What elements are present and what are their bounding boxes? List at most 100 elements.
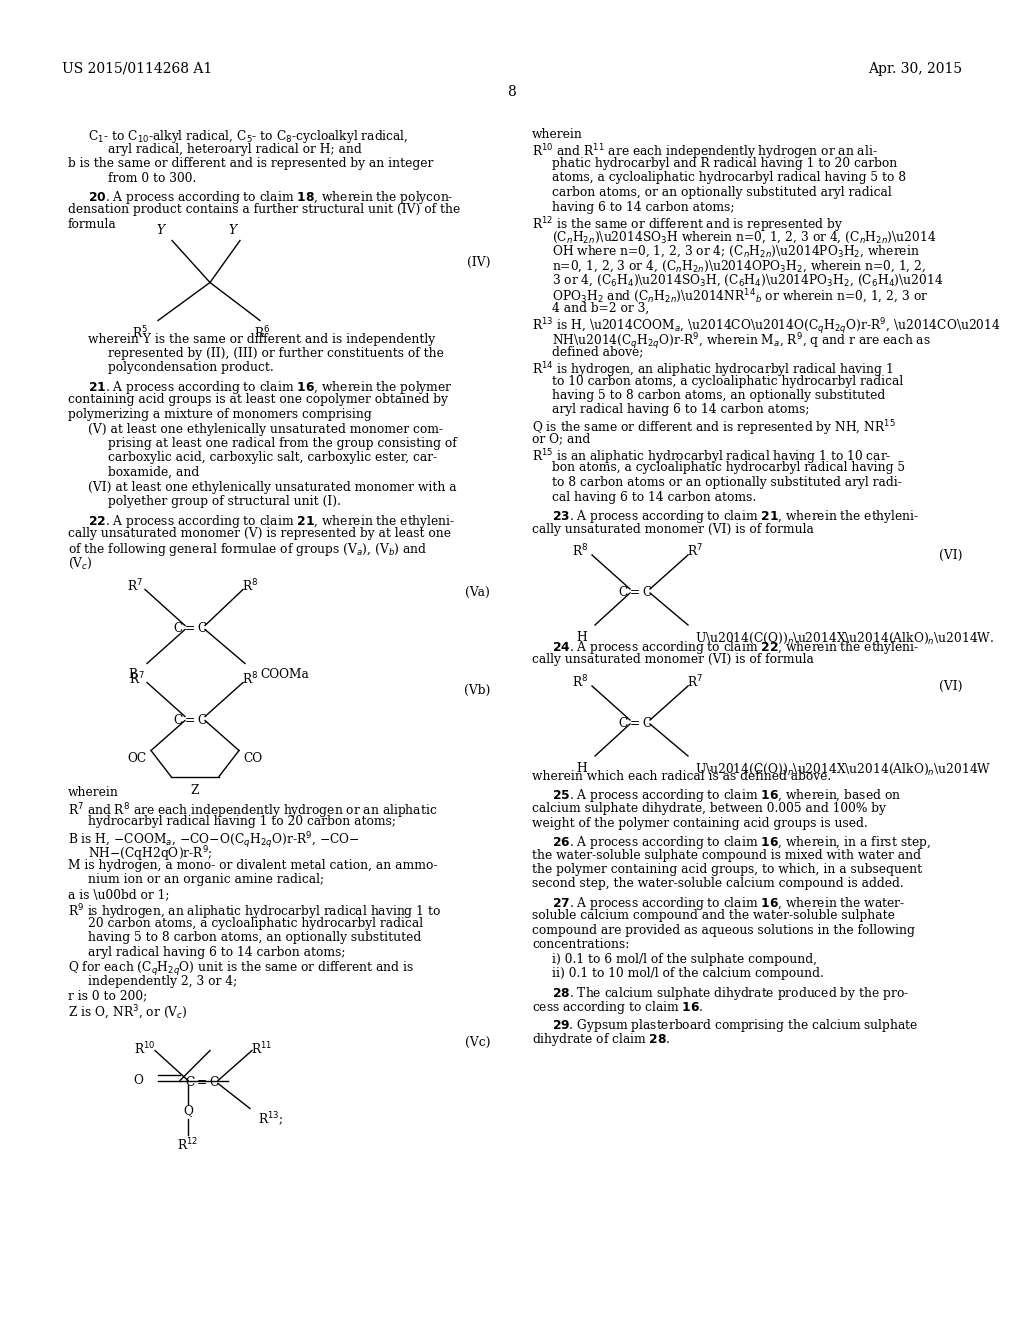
Text: cally unsaturated monomer (VI) is of formula: cally unsaturated monomer (VI) is of for… xyxy=(532,653,814,667)
Text: OC: OC xyxy=(127,752,146,766)
Text: soluble calcium compound and the water-soluble sulphate: soluble calcium compound and the water-s… xyxy=(532,909,895,923)
Text: $\mathbf{25}$. A process according to claim $\mathbf{16}$, wherein, based on: $\mathbf{25}$. A process according to cl… xyxy=(552,788,901,804)
Text: or O; and: or O; and xyxy=(532,433,590,446)
Text: 8: 8 xyxy=(508,84,516,99)
Text: containing acid groups is at least one copolymer obtained by: containing acid groups is at least one c… xyxy=(68,393,447,407)
Text: R$^7$: R$^7$ xyxy=(687,543,703,560)
Text: C$=$C: C$=$C xyxy=(172,622,208,635)
Text: R$^7$: R$^7$ xyxy=(687,675,703,690)
Text: $\mathbf{20}$. A process according to claim $\mathbf{18}$, wherein the polycon-: $\mathbf{20}$. A process according to cl… xyxy=(88,189,454,206)
Text: formula: formula xyxy=(68,218,117,231)
Text: polymerizing a mixture of monomers comprising: polymerizing a mixture of monomers compr… xyxy=(68,408,372,421)
Text: R$^8$: R$^8$ xyxy=(242,578,258,594)
Text: (VI) at least one ethylenically unsaturated monomer with a: (VI) at least one ethylenically unsatura… xyxy=(88,480,457,494)
Text: second step, the water-soluble calcium compound is added.: second step, the water-soluble calcium c… xyxy=(532,878,904,891)
Text: R$^{14}$ is hydrogen, an aliphatic hydrocarbyl radical having 1: R$^{14}$ is hydrogen, an aliphatic hydro… xyxy=(532,360,893,380)
Text: C$=$C: C$=$C xyxy=(172,713,208,726)
Text: boxamide, and: boxamide, and xyxy=(108,466,200,479)
Text: i) 0.1 to 6 mol/l of the sulphate compound,: i) 0.1 to 6 mol/l of the sulphate compou… xyxy=(552,953,817,966)
Text: R$^{12}$: R$^{12}$ xyxy=(177,1137,199,1154)
Text: n=0, 1, 2, 3 or 4, (C$_n$H$_{2n}$)\u2014OPO$_3$H$_2$, wherein n=0, 1, 2,: n=0, 1, 2, 3 or 4, (C$_n$H$_{2n}$)\u2014… xyxy=(552,259,926,275)
Text: aryl radical having 6 to 14 carbon atoms;: aryl radical having 6 to 14 carbon atoms… xyxy=(552,404,810,417)
Text: Y: Y xyxy=(156,224,164,238)
Text: $\mathbf{23}$. A process according to claim $\mathbf{21}$, wherein the ethyleni-: $\mathbf{23}$. A process according to cl… xyxy=(552,508,920,525)
Text: wherein: wherein xyxy=(68,787,119,800)
Text: U\u2014(C(O))$_n$\u2014X\u2014(AlkO)$_n$\u2014W: U\u2014(C(O))$_n$\u2014X\u2014(AlkO)$_n$… xyxy=(695,762,991,777)
Text: cally unsaturated monomer (VI) is of formula: cally unsaturated monomer (VI) is of for… xyxy=(532,523,814,536)
Text: represented by (II), (III) or further constituents of the: represented by (II), (III) or further co… xyxy=(108,347,443,360)
Text: Z: Z xyxy=(190,784,200,797)
Text: aryl radical having 6 to 14 carbon atoms;: aryl radical having 6 to 14 carbon atoms… xyxy=(88,946,345,960)
Text: C$=$C: C$=$C xyxy=(184,1074,219,1089)
Text: hydrocarbyl radical having 1 to 20 carbon atoms;: hydrocarbyl radical having 1 to 20 carbo… xyxy=(88,816,396,829)
Text: B: B xyxy=(128,668,137,681)
Text: Q is the same or different and is represented by NH, NR$^{15}$: Q is the same or different and is repres… xyxy=(532,418,896,438)
Text: wherein: wherein xyxy=(532,128,583,141)
Text: defined above;: defined above; xyxy=(552,346,643,359)
Text: nium ion or an organic amine radical;: nium ion or an organic amine radical; xyxy=(88,874,325,887)
Text: b is the same or different and is represented by an integer: b is the same or different and is repres… xyxy=(68,157,433,170)
Text: (IV): (IV) xyxy=(467,256,490,268)
Text: $\mathbf{22}$. A process according to claim $\mathbf{21}$, wherein the ethyleni-: $\mathbf{22}$. A process according to cl… xyxy=(88,512,456,529)
Text: R$^{12}$ is the same or different and is represented by: R$^{12}$ is the same or different and is… xyxy=(532,215,843,235)
Text: aryl radical, heteroaryl radical or H; and: aryl radical, heteroaryl radical or H; a… xyxy=(108,143,361,156)
Text: polyether group of structural unit (I).: polyether group of structural unit (I). xyxy=(108,495,341,508)
Text: NH$-$(CqH2qO)r-R$^9$;: NH$-$(CqH2qO)r-R$^9$; xyxy=(88,845,213,865)
Text: from 0 to 300.: from 0 to 300. xyxy=(108,172,197,185)
Text: Q for each (C$_q$H$_{2q}$O) unit is the same or different and is: Q for each (C$_q$H$_{2q}$O) unit is the … xyxy=(68,961,414,978)
Text: O: O xyxy=(133,1073,143,1086)
Text: (C$_n$H$_{2n}$)\u2014SO$_3$H wherein n=0, 1, 2, 3 or 4, (C$_n$H$_{2n}$)\u2014: (C$_n$H$_{2n}$)\u2014SO$_3$H wherein n=0… xyxy=(552,230,936,246)
Text: cess according to claim $\mathbf{16}$.: cess according to claim $\mathbf{16}$. xyxy=(532,999,703,1016)
Text: compound are provided as aqueous solutions in the following: compound are provided as aqueous solutio… xyxy=(532,924,914,937)
Text: R$^9$ is hydrogen, an aliphatic hydrocarbyl radical having 1 to: R$^9$ is hydrogen, an aliphatic hydrocar… xyxy=(68,903,441,923)
Text: C$_1$- to C$_{10}$-alkyl radical, C$_5$- to C$_8$-cycloalkyl radical,: C$_1$- to C$_{10}$-alkyl radical, C$_5$-… xyxy=(88,128,409,145)
Text: ii) 0.1 to 10 mol/l of the calcium compound.: ii) 0.1 to 10 mol/l of the calcium compo… xyxy=(552,968,824,981)
Text: R$^{13}$;: R$^{13}$; xyxy=(258,1110,284,1129)
Text: densation product contains a further structural unit (IV) of the: densation product contains a further str… xyxy=(68,203,460,216)
Text: cal having 6 to 14 carbon atoms.: cal having 6 to 14 carbon atoms. xyxy=(552,491,757,503)
Text: a is \u00bd or 1;: a is \u00bd or 1; xyxy=(68,888,170,902)
Text: $\mathbf{24}$. A process according to claim $\mathbf{22}$, wherein the ethyleni-: $\mathbf{24}$. A process according to cl… xyxy=(552,639,920,656)
Text: R$^{15}$ is an aliphatic hydrocarbyl radical having 1 to 10 car-: R$^{15}$ is an aliphatic hydrocarbyl rad… xyxy=(532,447,892,466)
Text: to 8 carbon atoms or an optionally substituted aryl radi-: to 8 carbon atoms or an optionally subst… xyxy=(552,477,902,488)
Text: calcium sulphate dihydrate, between 0.005 and 100% by: calcium sulphate dihydrate, between 0.00… xyxy=(532,803,886,814)
Text: B is H, $-$COOM$_a$, $-$CO$-$O(C$_q$H$_{2q}$O)r-R$^9$, $-$CO$-$: B is H, $-$COOM$_a$, $-$CO$-$O(C$_q$H$_{… xyxy=(68,830,359,850)
Text: CO: CO xyxy=(244,752,262,766)
Text: polycondensation product.: polycondensation product. xyxy=(108,362,273,375)
Text: U\u2014(C(O))$_n$\u2014X\u2014(AlkO)$_n$\u2014W.: U\u2014(C(O))$_n$\u2014X\u2014(AlkO)$_n$… xyxy=(695,631,994,647)
Text: R$^8$: R$^8$ xyxy=(571,543,588,560)
Text: Q: Q xyxy=(183,1105,193,1118)
Text: R$^{10}$ and R$^{11}$ are each independently hydrogen or an ali-: R$^{10}$ and R$^{11}$ are each independe… xyxy=(532,143,878,162)
Text: prising at least one radical from the group consisting of: prising at least one radical from the gr… xyxy=(108,437,457,450)
Text: R$^7$: R$^7$ xyxy=(129,671,145,688)
Text: US 2015/0114268 A1: US 2015/0114268 A1 xyxy=(62,62,212,77)
Text: dihydrate of claim $\mathbf{28}$.: dihydrate of claim $\mathbf{28}$. xyxy=(532,1031,671,1048)
Text: C$=$C: C$=$C xyxy=(617,585,652,599)
Text: R$^8$: R$^8$ xyxy=(571,675,588,690)
Text: to 10 carbon atoms, a cycloaliphatic hydrocarbyl radical: to 10 carbon atoms, a cycloaliphatic hyd… xyxy=(552,375,903,388)
Text: $\mathbf{21}$. A process according to claim $\mathbf{16}$, wherein the polymer: $\mathbf{21}$. A process according to cl… xyxy=(88,379,453,396)
Text: R$^6$: R$^6$ xyxy=(254,325,270,341)
Text: R$^5$: R$^5$ xyxy=(132,325,148,341)
Text: having 5 to 8 carbon atoms, an optionally substituted: having 5 to 8 carbon atoms, an optionall… xyxy=(88,932,421,945)
Text: H: H xyxy=(577,762,588,775)
Text: having 6 to 14 carbon atoms;: having 6 to 14 carbon atoms; xyxy=(552,201,734,214)
Text: (Vb): (Vb) xyxy=(464,684,490,697)
Text: weight of the polymer containing acid groups is used.: weight of the polymer containing acid gr… xyxy=(532,817,867,829)
Text: (VI): (VI) xyxy=(939,549,962,562)
Text: M is hydrogen, a mono- or divalent metal cation, an ammo-: M is hydrogen, a mono- or divalent metal… xyxy=(68,859,437,873)
Text: concentrations:: concentrations: xyxy=(532,939,630,952)
Text: of the following general formulae of groups (V$_a$), (V$_b$) and: of the following general formulae of gro… xyxy=(68,541,427,558)
Text: R$^{11}$: R$^{11}$ xyxy=(251,1040,272,1057)
Text: OPO$_3$H$_2$ and (C$_n$H$_{2n}$)\u2014NR$^{14}$$_b$ or wherein n=0, 1, 2, 3 or: OPO$_3$H$_2$ and (C$_n$H$_{2n}$)\u2014NR… xyxy=(552,288,929,305)
Text: OH where n=0, 1, 2, 3 or 4; (C$_n$H$_{2n}$)\u2014PO$_3$H$_2$, wherein: OH where n=0, 1, 2, 3 or 4; (C$_n$H$_{2n… xyxy=(552,244,920,260)
Text: $\mathbf{28}$. The calcium sulphate dihydrate produced by the pro-: $\mathbf{28}$. The calcium sulphate dihy… xyxy=(552,985,909,1002)
Text: phatic hydrocarbyl and R radical having 1 to 20 carbon: phatic hydrocarbyl and R radical having … xyxy=(552,157,897,170)
Text: cally unsaturated monomer (V) is represented by at least one: cally unsaturated monomer (V) is represe… xyxy=(68,527,451,540)
Text: the water-soluble sulphate compound is mixed with water and: the water-soluble sulphate compound is m… xyxy=(532,849,921,862)
Text: R$^7$: R$^7$ xyxy=(127,578,143,594)
Text: the polymer containing acid groups, to which, in a subsequent: the polymer containing acid groups, to w… xyxy=(532,863,923,876)
Text: Y: Y xyxy=(228,224,237,238)
Text: COOMa: COOMa xyxy=(260,668,309,681)
Text: C$=$C: C$=$C xyxy=(617,715,652,730)
